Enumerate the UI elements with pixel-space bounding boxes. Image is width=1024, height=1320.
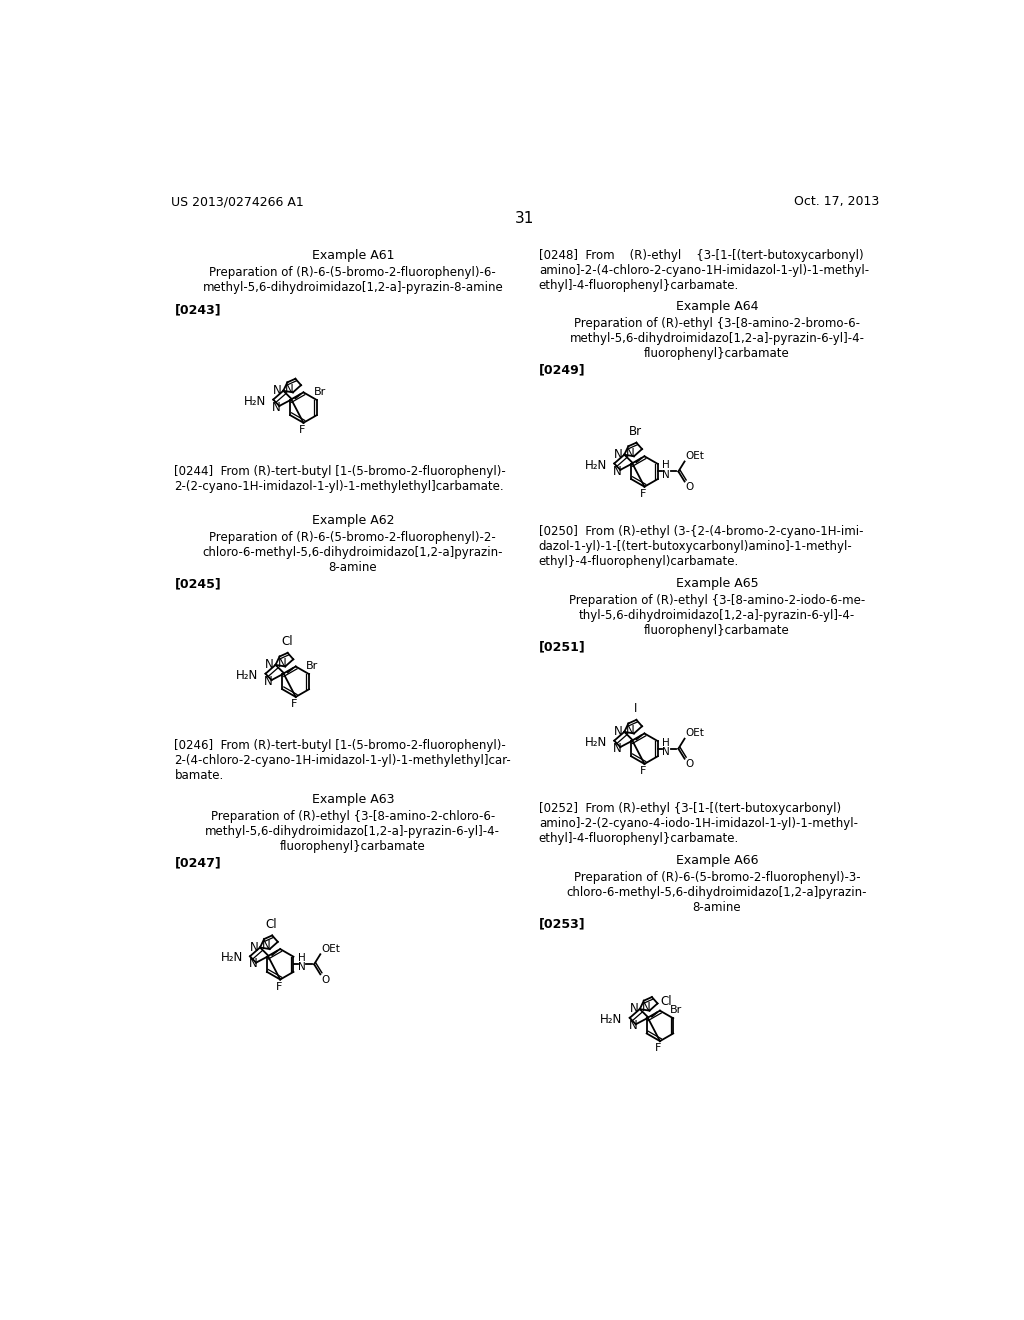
- Text: H₂N: H₂N: [220, 952, 243, 965]
- Text: H
N: H N: [663, 461, 670, 479]
- Text: F: F: [640, 488, 646, 499]
- Text: H₂N: H₂N: [244, 395, 266, 408]
- Text: OEt: OEt: [322, 944, 340, 953]
- Text: OEt: OEt: [685, 450, 705, 461]
- Text: N: N: [614, 447, 623, 461]
- Text: [0243]: [0243]: [174, 304, 221, 317]
- Text: Example A63: Example A63: [311, 793, 394, 807]
- Text: Example A64: Example A64: [676, 300, 758, 313]
- Text: N: N: [613, 742, 622, 755]
- Text: H
N: H N: [663, 738, 670, 756]
- Text: N: N: [264, 675, 273, 688]
- Text: H₂N: H₂N: [585, 458, 607, 471]
- Text: O: O: [685, 482, 693, 492]
- Text: N: N: [249, 957, 258, 970]
- Text: N: N: [262, 940, 270, 952]
- Text: F: F: [640, 766, 646, 776]
- Text: [0252]  From (R)-ethyl {3-[1-[(tert-butoxycarbonyl)
amino]-2-(2-cyano-4-iodo-1H-: [0252] From (R)-ethyl {3-[1-[(tert-butox…: [539, 803, 858, 845]
- Text: N: N: [613, 465, 622, 478]
- Text: Preparation of (R)-6-(5-bromo-2-fluorophenyl)-3-
chloro-6-methyl-5,6-dihydroimid: Preparation of (R)-6-(5-bromo-2-fluoroph…: [566, 871, 867, 915]
- Text: Cl: Cl: [281, 635, 293, 648]
- Text: Example A62: Example A62: [311, 515, 394, 527]
- Text: Br: Br: [306, 661, 317, 671]
- Text: H₂N: H₂N: [600, 1012, 623, 1026]
- Text: H₂N: H₂N: [585, 735, 607, 748]
- Text: N: N: [627, 723, 635, 737]
- Text: [0247]: [0247]: [174, 855, 221, 869]
- Text: [0248]  From    (R)-ethyl    {3-[1-[(tert-butoxycarbonyl)
amino]-2-(4-chloro-2-c: [0248] From (R)-ethyl {3-[1-[(tert-butox…: [539, 249, 869, 292]
- Text: I: I: [634, 702, 637, 715]
- Text: Preparation of (R)-6-(5-bromo-2-fluorophenyl)-2-
chloro-6-methyl-5,6-dihydroimid: Preparation of (R)-6-(5-bromo-2-fluoroph…: [203, 531, 503, 574]
- Text: Oct. 17, 2013: Oct. 17, 2013: [795, 195, 880, 209]
- Text: US 2013/0274266 A1: US 2013/0274266 A1: [171, 195, 303, 209]
- Text: O: O: [322, 975, 330, 985]
- Text: F: F: [299, 425, 305, 436]
- Text: F: F: [655, 1043, 662, 1053]
- Text: O: O: [685, 759, 693, 770]
- Text: N: N: [272, 401, 281, 413]
- Text: N: N: [642, 1001, 650, 1014]
- Text: [0250]  From (R)-ethyl (3-{2-(4-bromo-2-cyano-1H-imi-
dazol-1-yl)-1-[(tert-butox: [0250] From (R)-ethyl (3-{2-(4-bromo-2-c…: [539, 525, 863, 568]
- Text: [0249]: [0249]: [539, 363, 586, 376]
- Text: N: N: [630, 1002, 638, 1015]
- Text: Example A61: Example A61: [311, 249, 394, 263]
- Text: [0246]  From (R)-tert-butyl [1-(5-bromo-2-fluorophenyl)-
2-(4-chloro-2-cyano-1H-: [0246] From (R)-tert-butyl [1-(5-bromo-2…: [174, 739, 511, 781]
- Text: 31: 31: [515, 211, 535, 226]
- Text: OEt: OEt: [685, 727, 705, 738]
- Text: Example A66: Example A66: [676, 854, 758, 867]
- Text: Br: Br: [629, 425, 642, 438]
- Text: Br: Br: [670, 1005, 682, 1015]
- Text: [0253]: [0253]: [539, 917, 586, 931]
- Text: N: N: [250, 941, 258, 953]
- Text: Example A65: Example A65: [676, 577, 759, 590]
- Text: Preparation of (R)-ethyl {3-[8-amino-2-chloro-6-
methyl-5,6-dihydroimidazo[1,2-a: Preparation of (R)-ethyl {3-[8-amino-2-c…: [205, 810, 501, 853]
- Text: N: N: [286, 383, 294, 396]
- Text: Preparation of (R)-ethyl {3-[8-amino-2-iodo-6-me-
thyl-5,6-dihydroimidazo[1,2-a]: Preparation of (R)-ethyl {3-[8-amino-2-i…: [569, 594, 865, 638]
- Text: [0251]: [0251]: [539, 640, 586, 653]
- Text: Preparation of (R)-ethyl {3-[8-amino-2-bromo-6-
methyl-5,6-dihydroimidazo[1,2-a]: Preparation of (R)-ethyl {3-[8-amino-2-b…: [569, 317, 864, 360]
- Text: H₂N: H₂N: [236, 669, 258, 682]
- Text: [0244]  From (R)-tert-butyl [1-(5-bromo-2-fluorophenyl)-
2-(2-cyano-1H-imidazol-: [0244] From (R)-tert-butyl [1-(5-bromo-2…: [174, 465, 506, 492]
- Text: Cl: Cl: [265, 917, 278, 931]
- Text: F: F: [275, 982, 282, 991]
- Text: N: N: [265, 657, 274, 671]
- Text: N: N: [273, 384, 282, 397]
- Text: F: F: [291, 700, 297, 709]
- Text: N: N: [278, 657, 287, 669]
- Text: N: N: [629, 1019, 637, 1032]
- Text: N: N: [627, 446, 635, 459]
- Text: [0245]: [0245]: [174, 577, 221, 590]
- Text: Br: Br: [313, 387, 326, 396]
- Text: N: N: [614, 725, 623, 738]
- Text: H
N: H N: [298, 953, 305, 973]
- Text: Cl: Cl: [660, 995, 673, 1008]
- Text: Preparation of (R)-6-(5-bromo-2-fluorophenyl)-6-
methyl-5,6-dihydroimidazo[1,2-a: Preparation of (R)-6-(5-bromo-2-fluoroph…: [203, 267, 503, 294]
